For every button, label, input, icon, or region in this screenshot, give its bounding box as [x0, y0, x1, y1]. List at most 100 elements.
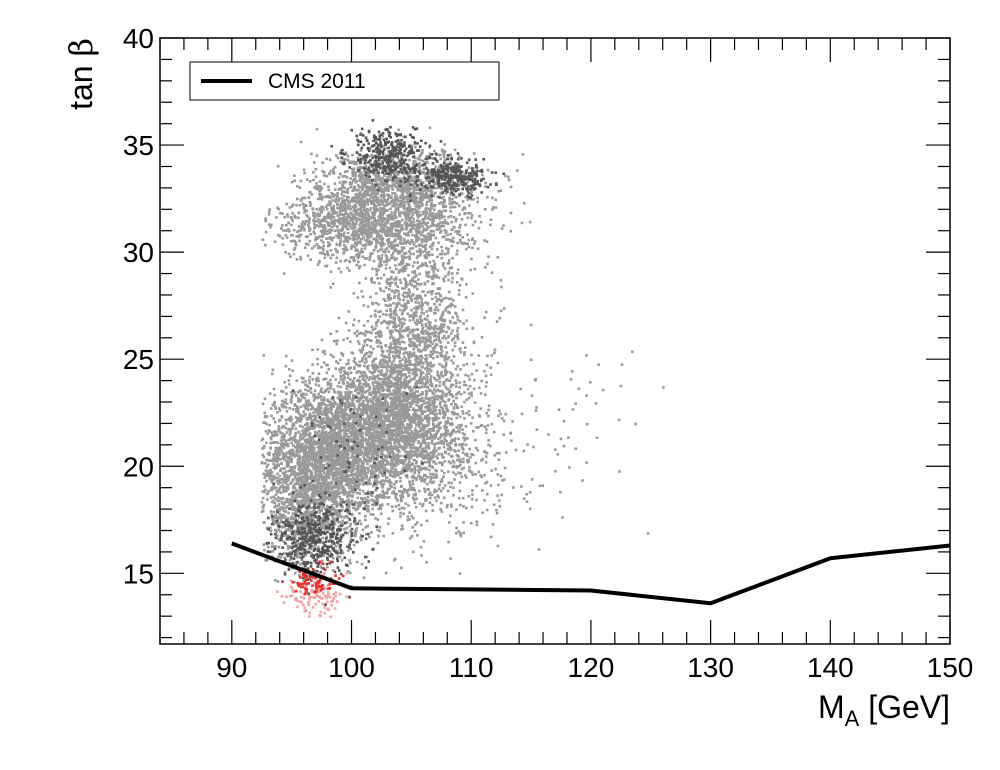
scatter-point	[377, 460, 381, 464]
scatter-point	[289, 468, 293, 471]
scatter-point	[445, 434, 448, 437]
scatter-point	[445, 505, 449, 509]
scatter-point	[346, 417, 350, 420]
scatter-point	[288, 428, 291, 431]
scatter-point	[458, 426, 462, 430]
scatter-point	[263, 421, 267, 424]
scatter-point	[455, 382, 458, 385]
scatter-point	[290, 396, 294, 399]
scatter-point	[273, 420, 277, 424]
scatter-point	[278, 487, 281, 491]
scatter-point	[355, 363, 358, 366]
scatter-point	[377, 507, 380, 511]
scatter-point	[401, 493, 404, 496]
scatter-point	[328, 467, 332, 470]
scatter-point	[455, 508, 458, 511]
scatter-point	[367, 406, 370, 410]
scatter-point	[279, 491, 283, 494]
scatter-point	[341, 463, 344, 466]
scatter-point	[342, 455, 345, 458]
scatter-point	[350, 440, 353, 443]
scatter-point	[380, 503, 384, 506]
scatter-point	[320, 431, 324, 435]
scatter-point	[338, 368, 341, 371]
scatter-point	[331, 495, 335, 498]
scatter-point	[427, 447, 431, 450]
scatter-point	[337, 467, 340, 471]
scatter-point	[299, 414, 303, 417]
scatter-point	[408, 404, 412, 408]
scatter-point	[376, 474, 379, 478]
scatter-point	[291, 478, 295, 482]
scatter-point	[267, 474, 270, 477]
scatter-point	[285, 455, 289, 459]
scatter-point	[311, 407, 315, 410]
scatter-point	[395, 393, 398, 397]
scatter-point	[369, 417, 373, 420]
scatter-point	[400, 469, 404, 472]
scatter-point	[406, 488, 410, 492]
scatter-point	[395, 492, 398, 496]
scatter-point	[320, 365, 323, 369]
scatter-point	[340, 481, 343, 485]
scatter-point	[306, 452, 309, 456]
scatter-point	[275, 458, 278, 461]
scatter-point	[365, 477, 368, 480]
scatter-point	[336, 396, 340, 400]
scatter-point	[332, 405, 336, 408]
scatter-point	[371, 406, 374, 409]
scatter-point	[395, 449, 399, 452]
scatter-point	[459, 351, 463, 354]
scatter-point	[325, 405, 328, 408]
scatter-point	[334, 411, 337, 415]
scatter-point	[435, 475, 439, 478]
scatter-point	[462, 460, 465, 464]
scatter-point	[300, 437, 304, 440]
scatter-point	[449, 461, 452, 465]
scatter-point	[421, 418, 424, 421]
scatter-point	[335, 477, 339, 480]
scatter-point	[438, 384, 442, 387]
scatter-point	[344, 417, 348, 420]
scatter-point	[383, 454, 387, 457]
scatter-point	[347, 474, 351, 478]
scatter-point	[356, 474, 360, 478]
scatter-point	[373, 476, 377, 480]
scatter-point	[347, 507, 350, 510]
scatter-point	[396, 420, 400, 424]
scatter-point	[387, 430, 391, 434]
scatter-point	[379, 495, 382, 499]
scatter-point	[309, 477, 313, 481]
scatter-point	[278, 474, 282, 478]
scatter-point	[336, 482, 340, 486]
scatter-point	[342, 416, 346, 420]
scatter-point	[408, 483, 412, 487]
scatter-point	[338, 431, 341, 434]
scatter-point	[305, 481, 308, 484]
scatter-point	[344, 475, 347, 479]
scatter-point	[340, 457, 344, 461]
scatter-point	[376, 495, 379, 499]
scatter-point	[402, 454, 405, 458]
scatter-point	[331, 515, 334, 519]
scatter-point	[360, 444, 364, 447]
scatter-point	[285, 402, 289, 405]
scatter-point	[291, 448, 295, 452]
scatter-point	[435, 412, 439, 416]
scatter-point	[309, 451, 312, 454]
scatter-point	[378, 434, 382, 437]
scatter-point	[320, 474, 323, 478]
scatter-point	[403, 438, 407, 441]
scatter-point	[337, 426, 340, 429]
scatter-point	[284, 418, 288, 422]
scatter-point	[417, 417, 420, 420]
scatter-point	[409, 469, 412, 472]
scatter-point	[428, 464, 431, 468]
scatter-point	[344, 450, 347, 453]
scatter-point	[465, 476, 468, 479]
scatter-point	[322, 396, 326, 400]
scatter-point	[279, 467, 283, 471]
scatter-point	[296, 461, 299, 465]
scatter-point	[287, 511, 290, 515]
scatter-point	[387, 406, 391, 409]
